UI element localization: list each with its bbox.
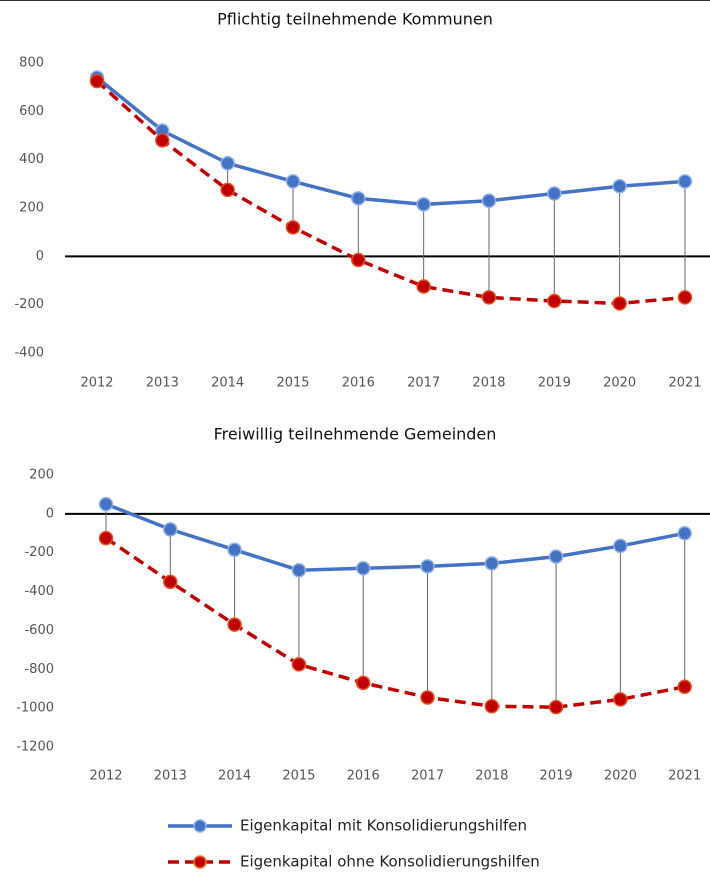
marker	[220, 156, 235, 171]
marker	[420, 559, 435, 574]
marker	[227, 617, 242, 632]
marker	[613, 692, 628, 707]
marker	[98, 496, 114, 512]
marker	[285, 174, 301, 189]
marker	[481, 193, 497, 208]
x-tick-label: 2019	[540, 769, 573, 784]
marker	[677, 290, 693, 305]
x-tick-label: 2020	[604, 769, 637, 784]
marker	[355, 561, 371, 576]
marker	[98, 530, 114, 546]
marker	[548, 549, 564, 564]
marker	[163, 522, 178, 537]
marker	[548, 699, 564, 715]
x-tick-label: 2019	[538, 376, 571, 391]
y-tick-label: 800	[19, 56, 44, 71]
marker	[291, 562, 307, 578]
x-tick-label: 2017	[411, 769, 444, 784]
marker	[677, 526, 692, 541]
x-tick-label: 2014	[218, 769, 251, 784]
x-tick-label: 2013	[154, 769, 187, 784]
marker	[481, 290, 497, 305]
marker	[351, 191, 366, 206]
marker	[612, 296, 627, 311]
marker	[484, 698, 500, 714]
y-tick-label: -600	[24, 623, 54, 638]
x-tick-label: 2013	[146, 376, 179, 391]
x-tick-label: 2018	[475, 769, 508, 784]
x-tick-label: 2021	[668, 769, 701, 784]
marker	[677, 174, 693, 189]
y-tick-label: -400	[14, 346, 44, 361]
x-tick-label: 2014	[211, 376, 244, 391]
legend-marker	[193, 819, 207, 833]
y-tick-label: -200	[14, 297, 44, 312]
x-tick-label: 2012	[80, 376, 113, 391]
x-tick-label: 2015	[276, 376, 309, 391]
chart-title: Pflichtig teilnehmende Kommunen	[217, 10, 493, 29]
legend-label: Eigenkapital mit Konsolidierungshilfen	[240, 817, 527, 835]
y-tick-label: 600	[19, 104, 44, 119]
x-tick-label: 2012	[89, 769, 122, 784]
y-tick-label: 0	[46, 506, 54, 521]
marker	[677, 679, 692, 695]
y-tick-label: -200	[24, 545, 54, 560]
y-tick-label: 0	[36, 249, 44, 264]
x-tick-label: 2018	[472, 376, 505, 391]
series-line	[105, 502, 686, 572]
series-line	[95, 76, 686, 207]
x-tick-label: 2021	[668, 376, 701, 391]
marker	[163, 574, 178, 590]
x-tick-label: 2016	[342, 376, 375, 391]
y-tick-label: -1200	[16, 740, 54, 755]
marker	[89, 73, 105, 89]
chart-title: Freiwillig teilnehmende Gemeinden	[214, 425, 497, 444]
x-tick-label: 2017	[407, 376, 440, 391]
legend-label: Eigenkapital ohne Konsolidierungshilfen	[240, 853, 540, 871]
y-tick-label: 200	[29, 468, 54, 483]
marker	[351, 252, 366, 268]
series-line	[105, 536, 686, 709]
x-tick-label: 2016	[347, 769, 380, 784]
marker	[416, 197, 431, 212]
marker	[484, 556, 500, 571]
marker	[416, 279, 431, 294]
marker	[612, 179, 627, 194]
marker	[420, 690, 435, 705]
y-tick-label: -1000	[16, 701, 54, 716]
marker	[291, 657, 307, 672]
x-tick-label: 2020	[603, 376, 636, 391]
marker	[155, 133, 170, 148]
marker	[613, 538, 628, 554]
marker	[285, 220, 301, 235]
marker	[220, 182, 235, 198]
marker	[547, 293, 562, 309]
y-tick-label: 400	[19, 152, 44, 167]
y-tick-label: -400	[24, 584, 54, 599]
x-tick-label: 2015	[282, 769, 315, 784]
y-tick-label: 200	[19, 201, 44, 216]
y-tick-label: -800	[24, 662, 54, 677]
marker	[355, 675, 371, 691]
marker	[547, 186, 562, 201]
marker	[227, 542, 242, 558]
series-line	[95, 79, 686, 306]
legend-marker	[193, 855, 207, 869]
